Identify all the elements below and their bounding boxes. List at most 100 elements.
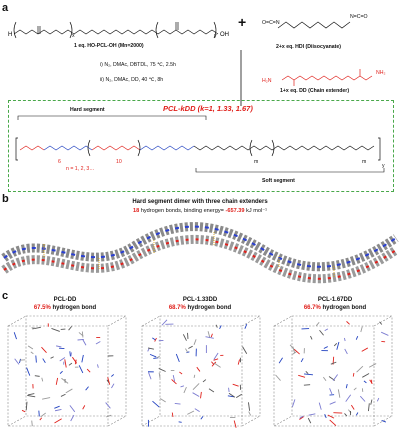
molecule-bond bbox=[344, 348, 348, 355]
molecule-bond bbox=[179, 371, 183, 375]
molecule-bond bbox=[158, 368, 166, 372]
molecule-bond bbox=[34, 375, 40, 377]
molecule-bond bbox=[55, 377, 59, 385]
molecule-bond bbox=[160, 398, 166, 403]
molecule-bond bbox=[361, 347, 369, 352]
molecule-bond bbox=[65, 388, 73, 394]
molecule-bond bbox=[323, 346, 328, 349]
molecule-bond bbox=[360, 326, 363, 333]
hdi-nco: N=C=O bbox=[350, 14, 368, 20]
product-sub-10: 10 bbox=[116, 159, 122, 165]
molecule-bond bbox=[242, 346, 248, 354]
molecule-bond bbox=[41, 377, 44, 382]
molecule-bond bbox=[376, 397, 380, 402]
molecule-bond bbox=[379, 321, 383, 325]
box3-percent: 66.7% bbox=[303, 305, 321, 311]
molecule-bond bbox=[81, 354, 84, 363]
molecule-bond bbox=[82, 338, 87, 346]
product-sub-m1: m bbox=[254, 159, 259, 165]
molecule-bond bbox=[185, 348, 189, 353]
molecule-bond bbox=[54, 409, 62, 412]
molecule-bond bbox=[208, 388, 215, 393]
box2-suffix: hydrogen bond bbox=[187, 305, 232, 311]
molecule-bond bbox=[60, 393, 66, 397]
molecule-bond bbox=[161, 319, 168, 326]
molecule-bond bbox=[61, 377, 69, 384]
molecule-bond bbox=[299, 416, 304, 420]
molecule-bond bbox=[235, 393, 242, 398]
box3-title: PCL-1.67DD bbox=[317, 297, 353, 303]
molecule-bond bbox=[278, 357, 283, 364]
molecule-bond bbox=[106, 379, 110, 383]
molecule-bond bbox=[299, 415, 304, 419]
molecule-bond bbox=[367, 403, 370, 412]
molecule-bond bbox=[200, 416, 204, 420]
box1-suffix: hydrogen bond bbox=[52, 305, 97, 311]
pcl-sub-y: y bbox=[214, 33, 217, 39]
molecule-bond bbox=[346, 321, 350, 325]
molecule-bond bbox=[82, 405, 86, 410]
soft-segment-label: Soft segment bbox=[262, 178, 295, 184]
molecule-bond bbox=[156, 355, 160, 359]
molecule-bond bbox=[64, 359, 67, 368]
dd-h2n: H₂N bbox=[262, 78, 272, 84]
molecule-bond bbox=[227, 395, 234, 398]
molecule-bond bbox=[324, 414, 327, 419]
simulation-box-1 bbox=[7, 315, 127, 427]
reagent3-label: 1+x eq. DD (Chain extender) bbox=[280, 88, 350, 94]
molecule-bond bbox=[200, 391, 202, 399]
molecule-bond bbox=[219, 325, 222, 330]
molecule-bond bbox=[362, 373, 370, 378]
molecule-bond bbox=[352, 372, 355, 377]
molecule-bond bbox=[32, 326, 41, 330]
molecule-bond bbox=[81, 331, 84, 338]
box2-title: PCL-1.33DD bbox=[182, 297, 218, 303]
molecule-bond bbox=[359, 395, 366, 402]
molecule-bond bbox=[149, 353, 157, 358]
molecule-bond bbox=[213, 362, 221, 368]
molecule-bond bbox=[171, 412, 174, 418]
binding-energy-unit: kJ mol⁻¹ bbox=[246, 208, 268, 214]
reaction-arrow bbox=[240, 50, 242, 106]
molecule-bond bbox=[30, 351, 34, 355]
molecule-bond bbox=[324, 328, 329, 331]
molecule-bond bbox=[211, 361, 217, 367]
molecule-bond bbox=[244, 324, 248, 329]
molecule-bond bbox=[41, 346, 47, 353]
molecule-bond bbox=[315, 322, 320, 327]
svg-text:H: H bbox=[8, 32, 12, 38]
molecule-bond bbox=[148, 372, 152, 380]
molecule-bond bbox=[13, 332, 17, 340]
panel-a-label: a bbox=[2, 2, 9, 14]
hard-segment-label: Hard segment bbox=[70, 107, 105, 113]
molecule-bond bbox=[39, 417, 43, 421]
molecule-bond bbox=[95, 341, 101, 345]
molecule-bond bbox=[175, 353, 180, 363]
product-box bbox=[8, 100, 394, 192]
molecule-bond bbox=[158, 372, 161, 379]
molecule-bond bbox=[202, 379, 207, 383]
molecule-bond bbox=[307, 417, 312, 424]
panel-b-label: b bbox=[2, 193, 9, 205]
molecule-bond bbox=[353, 387, 357, 391]
molecule-bond bbox=[291, 399, 296, 407]
condition-2: ii) N₂, DMAc, DD, 40 ℃, 8h bbox=[100, 77, 164, 83]
molecule-bond bbox=[70, 352, 72, 357]
molecule-bond bbox=[86, 368, 91, 373]
molecule-bond bbox=[233, 420, 237, 428]
product-title: PCL-kDD (k=1, 1.33, 1.67) bbox=[163, 104, 253, 113]
product-sub-y: y bbox=[382, 163, 385, 169]
molecule-bond bbox=[207, 331, 211, 339]
molecule-bond bbox=[319, 329, 324, 336]
box1-caption: 67.5% hydrogen bond bbox=[0, 305, 130, 311]
pcl-sub-x: x bbox=[72, 33, 75, 39]
molecule-bond bbox=[107, 377, 111, 385]
pcl-structure: H OH bbox=[8, 21, 229, 39]
molecules-1 bbox=[13, 323, 115, 427]
hdi-structure bbox=[277, 21, 351, 29]
molecule-bond bbox=[35, 355, 37, 363]
molecule-bond bbox=[345, 394, 352, 402]
molecule-bond bbox=[318, 402, 322, 410]
product-structure bbox=[15, 137, 381, 161]
molecule-bond bbox=[368, 363, 377, 368]
